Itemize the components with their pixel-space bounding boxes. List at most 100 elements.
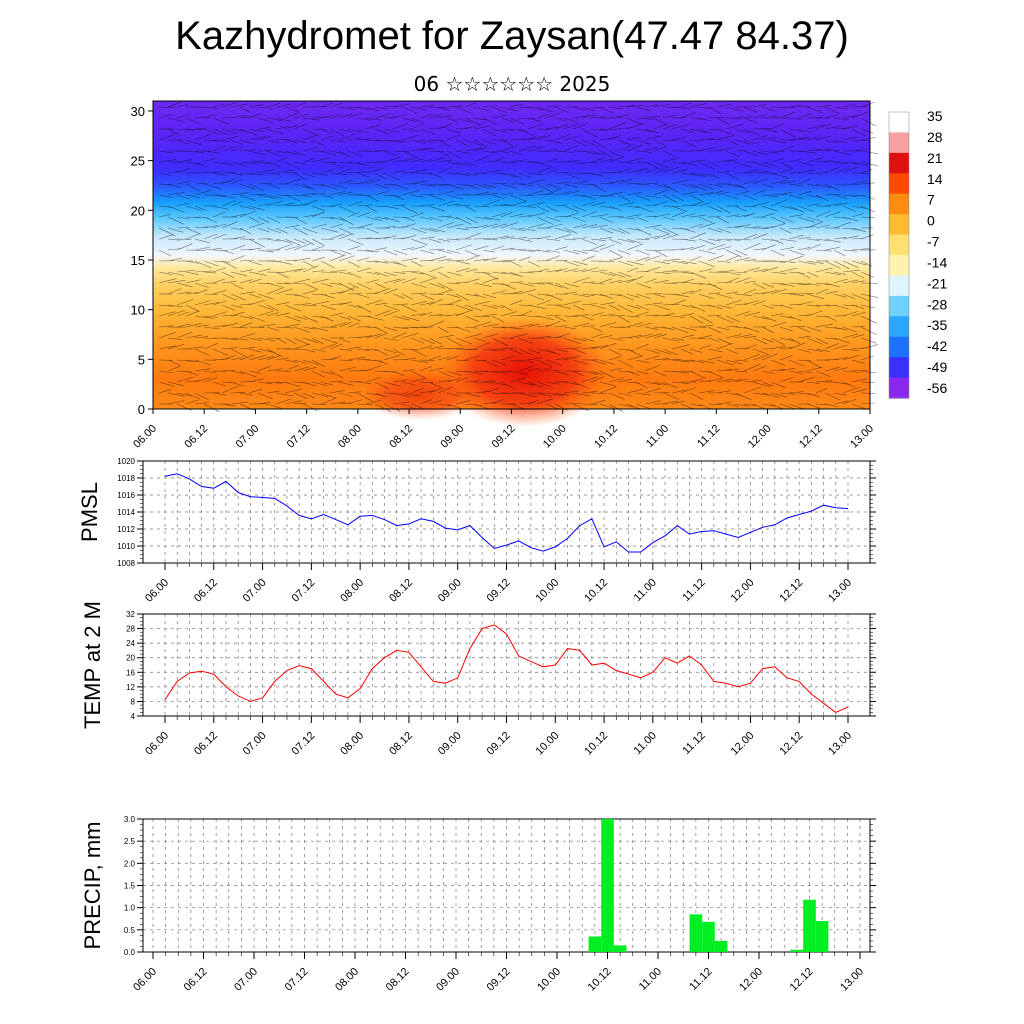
wind-barb [671,169,688,174]
wind-barb [401,332,419,339]
wind-barb [734,392,752,400]
wind-barb [518,238,533,242]
wind-barb [833,150,851,156]
wind-barb [860,337,877,344]
wind-barb [158,370,174,374]
wind-barb [293,257,311,262]
wind-barb [185,117,200,124]
wind-barb [734,161,753,168]
wind-barb [644,235,660,240]
y-axis-label: TEMP at 2 M [80,601,105,729]
wind-barb [275,301,290,306]
wind-barb [329,102,343,108]
wind-barb [707,255,724,262]
heatmap-xtick-label: 08.00 [336,423,364,451]
wind-barb [842,216,858,222]
wind-barb [239,303,253,306]
wind-barb [203,326,220,330]
wind-barb [536,335,551,339]
wind-barb [230,255,246,262]
wind-barb [275,271,289,279]
wind-barb [860,216,876,219]
wind-barb [509,281,523,284]
wind-barb [293,216,307,225]
wind-barb [689,304,706,312]
wind-barb [266,227,281,234]
wind-barb [428,367,444,372]
wind-barb [194,226,209,229]
wind-barb [779,161,792,169]
wind-barb [581,183,598,186]
wind-barb [752,170,770,174]
wind-barb [266,194,282,199]
xtick-label: 06.12 [182,966,210,994]
wind-barb [698,315,713,324]
wind-barb [617,271,632,278]
wind-barb [572,348,587,354]
wind-barb [797,150,816,154]
wind-barb [401,190,420,196]
wind-barb [167,337,183,341]
wind-barb [590,376,605,383]
xtick-label: 13.00 [838,966,866,994]
wind-barb [329,343,343,350]
wind-barb [536,205,550,213]
wind-barb [662,359,682,361]
wind-barb [221,322,239,328]
wind-barb [194,315,213,319]
wind-barb [374,260,389,264]
wind-barb [824,125,842,130]
wind-barb [203,271,217,274]
wind-barb [185,304,200,312]
wind-barb [212,161,226,165]
wind-barb [761,161,779,168]
wind-barb [797,226,816,229]
wind-barb [824,343,839,350]
wind-barb [725,271,741,276]
wind-barb [518,310,533,317]
wind-barb [806,310,823,317]
wind-barb [635,256,650,262]
wind-barb [671,326,689,334]
wind-barb [356,194,372,196]
wind-barb [833,367,848,372]
wind-barb [509,377,526,383]
wind-barb [527,190,544,196]
wind-barb [338,161,353,164]
wind-barb [824,271,841,276]
wind-barb [302,158,315,163]
wind-barb [392,278,405,284]
wind-barb [338,106,355,110]
wind-barb [437,106,451,111]
wind-barb [383,205,399,210]
wind-barb [797,236,811,240]
wind-barb [680,260,697,265]
wind-barb [824,114,839,119]
wind-barb [653,280,669,284]
wind-barb [707,370,724,379]
wind-barb [392,326,409,330]
wind-barb [284,112,300,119]
wind-barb [383,354,400,361]
wind-barb [617,315,631,323]
wind-barb [617,144,633,152]
wind-barb [248,388,263,394]
wind-barb [599,158,614,163]
wind-barb [230,139,243,145]
wind-barb [734,271,748,274]
wind-barb [221,200,237,207]
wind-barb [392,170,406,174]
wind-barb [428,314,443,317]
wind-barb [671,106,690,109]
wind-barb [563,183,579,188]
xtick-label: 09.00 [436,577,464,605]
heatmap-ytick-label: 10 [131,303,145,318]
wind-barb [302,359,319,366]
wind-barb [338,227,354,235]
wind-barb [221,128,238,135]
wind-barb [401,257,418,262]
wind-barb [392,315,410,321]
wind-barb [383,403,401,412]
wind-barb [239,315,253,320]
